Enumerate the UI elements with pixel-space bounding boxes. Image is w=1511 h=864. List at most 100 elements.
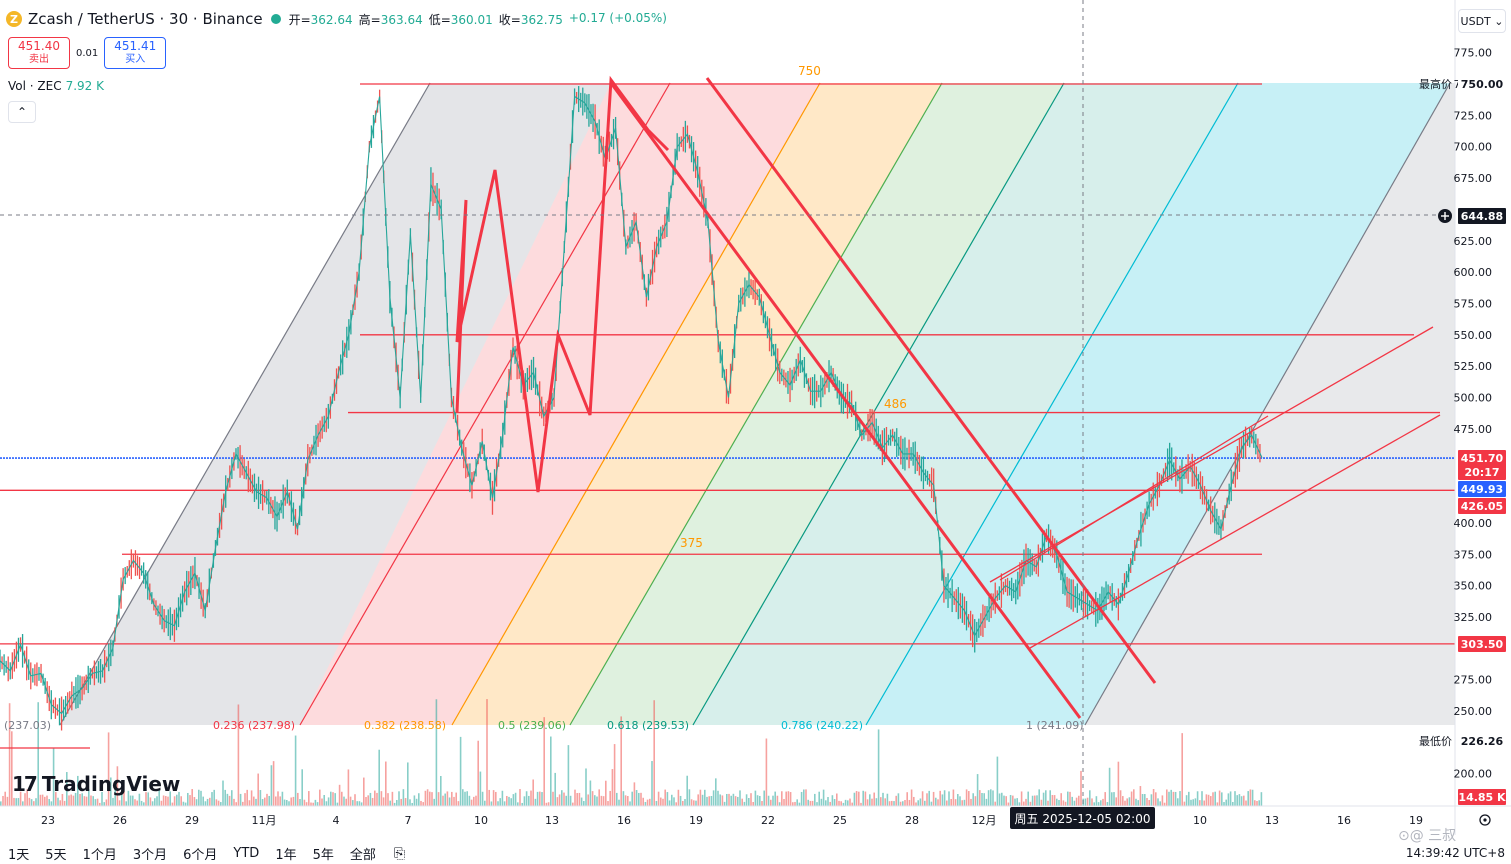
volume-bar — [1124, 800, 1126, 806]
time-tick-label: 23 — [41, 814, 55, 827]
fib-level-label: 0.5 (239.06) — [498, 719, 566, 732]
volume-bar — [1111, 792, 1113, 806]
currency-selector[interactable]: USDT ⌄ — [1458, 9, 1506, 33]
timeframe-5y[interactable]: 5年 — [312, 848, 334, 863]
volume-bar — [314, 799, 317, 806]
volume-bar — [15, 798, 17, 806]
volume-bar — [1148, 800, 1150, 806]
volume-bar — [327, 797, 330, 806]
volume-bar — [554, 772, 556, 806]
price-tag: 644.88 — [1458, 208, 1506, 224]
volume-bar — [1201, 791, 1203, 806]
volume-bar — [378, 749, 380, 806]
volume-bar — [930, 801, 933, 806]
timeframe-5d[interactable]: 5天 — [45, 848, 67, 863]
volume-bar — [919, 798, 922, 806]
volume-bar — [552, 791, 554, 806]
volume-bar — [462, 789, 464, 806]
volume-bar — [79, 794, 81, 806]
timeframe-all[interactable]: 全部 — [349, 848, 376, 863]
crosshair-date-label: 周五 2025-12-05 02:00 — [1010, 807, 1155, 829]
volume-bar — [917, 800, 919, 806]
zigzag-drawing — [455, 75, 670, 493]
down-channel-upper — [705, 77, 1157, 684]
timeframe-1y[interactable]: 1年 — [275, 848, 297, 863]
symbol-title[interactable]: Zcash / TetherUS · 30 · Binance — [28, 10, 263, 28]
crosshair-add-icon[interactable] — [1438, 209, 1452, 223]
volume-bar — [818, 791, 820, 806]
price-tag-value: 750.00 — [1461, 78, 1504, 91]
volume-bar — [48, 799, 50, 806]
volume-bar — [792, 802, 794, 806]
volume-bar — [107, 732, 110, 806]
volume-bar — [913, 796, 915, 806]
buy-button[interactable]: 451.41 买入 — [104, 37, 167, 69]
volume-bar — [492, 790, 495, 806]
volume-bar — [1014, 798, 1016, 806]
volume-bar — [572, 802, 574, 806]
settings-icon[interactable] — [1479, 814, 1491, 826]
price-tag-bg — [1458, 464, 1506, 480]
fib-level-label: 0.382 (238.58) — [364, 719, 446, 732]
volume-bar — [675, 802, 677, 806]
volume-bar — [869, 794, 871, 806]
volume-bar — [396, 799, 398, 806]
price-tick-label: 475.00 — [1454, 423, 1493, 436]
fib-line-05 — [569, 82, 943, 726]
volume-bar — [193, 797, 196, 806]
volume-bar — [668, 800, 671, 806]
timeframe-1m[interactable]: 1个月 — [82, 848, 117, 863]
time-tick-label: 7 — [405, 814, 412, 827]
volume-bar — [184, 802, 187, 806]
volume-bar — [451, 791, 453, 806]
volume-bar — [519, 789, 521, 806]
volume-bar — [682, 800, 684, 806]
volume-bar — [503, 801, 506, 806]
volume-bar — [376, 792, 378, 806]
volume-bar — [1089, 790, 1091, 806]
volume-bar — [198, 789, 200, 806]
volume-bar — [169, 791, 171, 806]
volume-bar — [1031, 795, 1034, 806]
timeframe-1d[interactable]: 1天 — [8, 848, 30, 863]
timeframe-6m[interactable]: 6个月 — [183, 848, 218, 863]
volume-bar — [244, 793, 246, 806]
volume-bar — [189, 795, 191, 806]
volume-bar — [446, 791, 449, 806]
volume-bar — [616, 792, 618, 806]
price-tick-label: 675.00 — [1454, 172, 1493, 185]
volume-bar — [783, 798, 785, 806]
volume-bar — [415, 798, 418, 806]
clock[interactable]: 14:39:42 UTC+8 — [1405, 846, 1505, 860]
volume-bar — [543, 717, 545, 806]
volume-bar — [688, 789, 691, 806]
price-axis[interactable]: 775.00750.00725.00700.00675.00625.00600.… — [1454, 47, 1493, 781]
collapse-legend-button[interactable]: ⌃ — [8, 101, 36, 123]
volume-bar — [1146, 797, 1148, 806]
sell-button[interactable]: 451.40 卖出 — [8, 37, 70, 69]
time-tick-label: 13 — [545, 814, 559, 827]
volume-bar — [574, 789, 576, 806]
tradingview-logo[interactable]: 17 TradingView — [12, 772, 181, 796]
volume-bar — [1243, 795, 1245, 806]
volume-bar — [800, 791, 803, 806]
timeframe-ytd[interactable]: YTD — [233, 846, 260, 861]
volume-bar — [1249, 789, 1252, 806]
volume-bar — [1227, 793, 1230, 806]
volume-bar — [299, 799, 301, 806]
date-range-icon[interactable]: ⎘ — [393, 845, 406, 862]
volume-bar — [809, 800, 812, 806]
volume-bar — [444, 793, 446, 806]
volume-bar — [750, 793, 752, 806]
volume-bar — [534, 798, 537, 806]
volume-bar — [1163, 802, 1166, 806]
timeframe-3m[interactable]: 3个月 — [132, 848, 168, 863]
volume-bar — [996, 756, 999, 806]
time-axis[interactable]: 23 26 29 11月 4 7 10 13 16 19 22 25 28 12月 10 13 16 19 — [41, 814, 1423, 827]
volume-bar — [55, 792, 57, 806]
price-tag-value: 644.88 — [1461, 210, 1503, 223]
volume-legend[interactable]: Vol · ZEC 7.92 K — [8, 79, 104, 93]
price-tick-label: 575.00 — [1454, 297, 1493, 310]
volume-bar — [204, 801, 207, 806]
